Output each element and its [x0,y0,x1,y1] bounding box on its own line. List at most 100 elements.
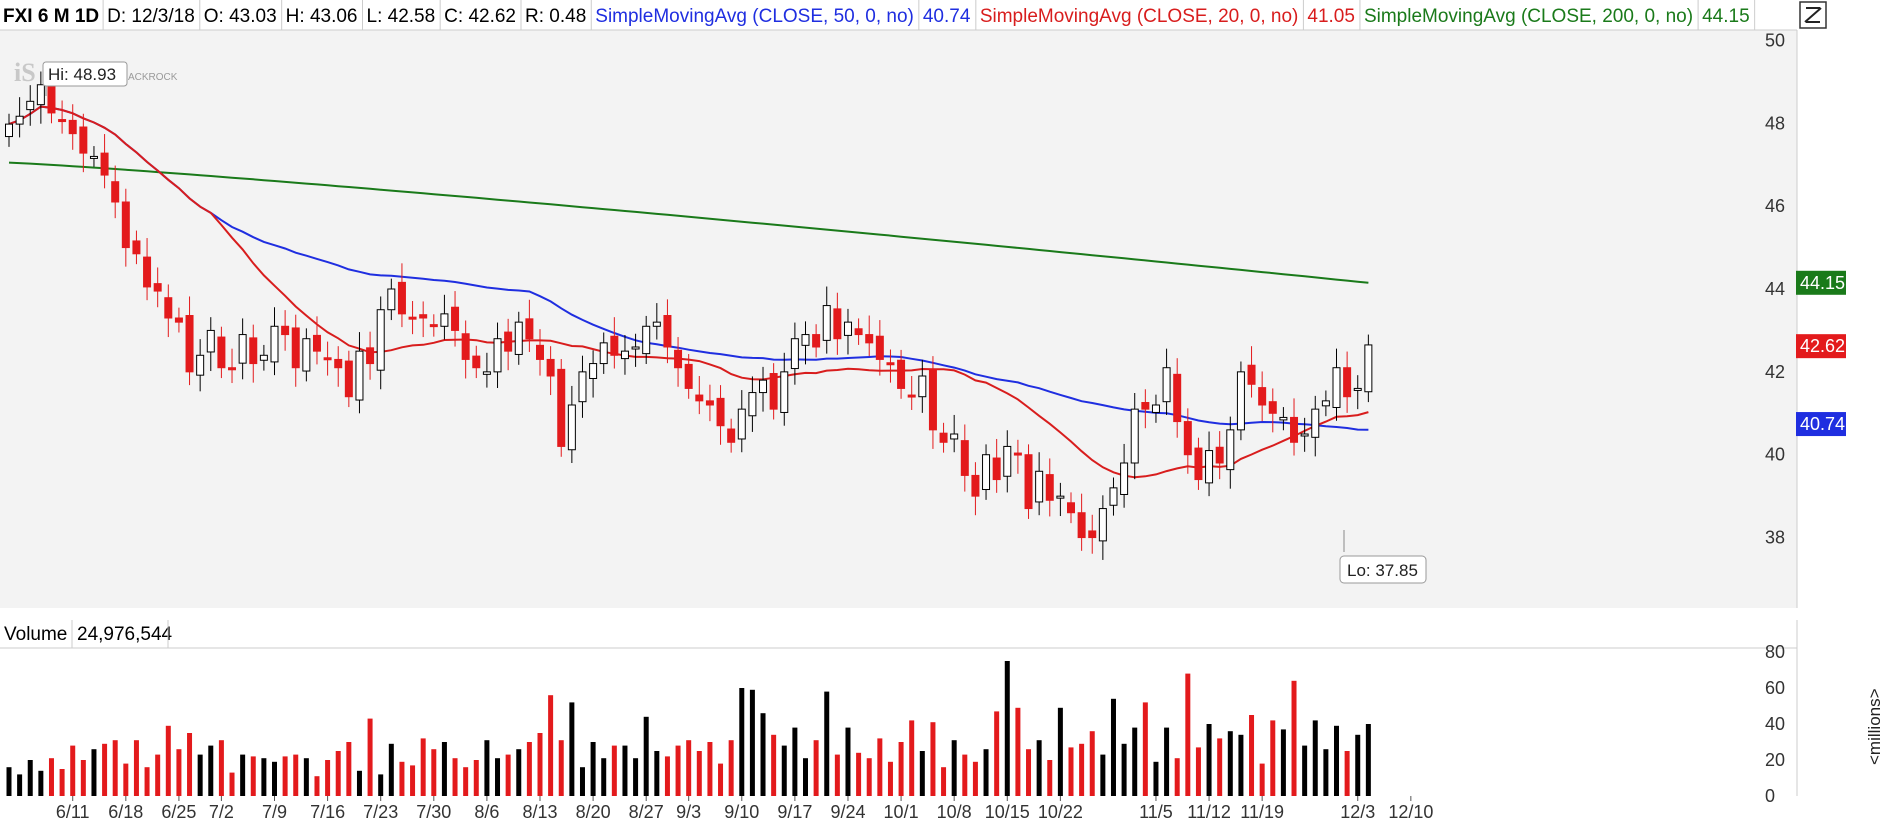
candle[interactable] [270,307,279,376]
candle[interactable] [1130,392,1139,480]
candle[interactable] [982,444,991,500]
candle[interactable] [843,308,852,355]
candle[interactable] [291,314,300,387]
price-panel[interactable] [0,28,1797,608]
candle[interactable] [408,301,417,335]
collapse-button[interactable] [1799,1,1827,29]
candle[interactable] [992,438,1001,493]
candle[interactable] [185,296,194,386]
candle[interactable] [928,356,937,449]
candle[interactable] [599,332,608,374]
candle[interactable] [58,100,67,134]
candle[interactable] [429,314,438,337]
candle[interactable] [1311,395,1320,457]
candle[interactable] [1173,358,1182,438]
candle[interactable] [780,352,789,426]
candle[interactable] [334,346,343,387]
candle[interactable] [1236,361,1245,441]
candle[interactable] [822,286,831,354]
candle[interactable] [759,366,768,412]
candle[interactable] [514,311,523,365]
candle[interactable] [344,350,353,408]
candle[interactable] [68,104,77,150]
candle[interactable] [1067,492,1075,524]
candle[interactable] [1056,482,1065,517]
candle[interactable] [620,334,629,375]
candle[interactable] [918,359,927,413]
candle[interactable] [312,316,321,365]
candle[interactable] [482,352,491,388]
candle[interactable] [451,291,460,347]
candle[interactable] [1141,389,1150,429]
candle[interactable] [663,299,672,364]
candle[interactable] [121,188,130,267]
candle[interactable] [26,85,35,126]
candle[interactable] [790,322,799,385]
candle[interactable] [196,339,205,392]
candle[interactable] [1290,398,1299,456]
candle[interactable] [589,350,598,398]
candle[interactable] [419,301,428,338]
candle[interactable] [1364,334,1373,403]
candle[interactable] [1279,407,1288,431]
candle[interactable] [1109,477,1118,516]
candle[interactable] [397,263,406,328]
candle[interactable] [1300,417,1309,452]
candle[interactable] [897,349,906,399]
candle[interactable] [302,328,311,382]
candle[interactable] [567,385,576,463]
candle[interactable] [652,303,661,340]
candle[interactable] [705,384,714,422]
candle[interactable] [143,238,152,301]
candle[interactable] [769,363,778,420]
candle[interactable] [684,354,693,399]
candle[interactable] [960,424,969,492]
candle[interactable] [1332,348,1341,421]
candle[interactable] [217,326,226,379]
candle[interactable] [387,278,396,321]
candle[interactable] [737,390,746,453]
candle[interactable] [939,422,948,453]
candle[interactable] [812,324,821,358]
candle[interactable] [833,292,842,355]
candle[interactable] [472,345,481,379]
candle[interactable] [525,299,534,352]
candle[interactable] [79,113,88,173]
candle[interactable] [631,333,640,367]
candle[interactable] [1088,514,1097,554]
candle[interactable] [164,284,173,338]
candle[interactable] [1162,348,1171,415]
candle[interactable] [716,385,725,445]
candle[interactable] [1003,430,1012,493]
candle[interactable] [355,332,364,414]
candle[interactable] [15,97,24,138]
candle[interactable] [504,318,513,371]
candle[interactable] [907,376,916,410]
candle[interactable] [1194,437,1203,490]
candle[interactable] [1247,346,1256,398]
volume-panel[interactable] [0,648,1797,796]
candle[interactable] [727,418,736,453]
candle[interactable] [546,346,555,396]
candle[interactable] [1045,458,1054,517]
candle[interactable] [1013,439,1022,474]
candle[interactable] [1226,416,1235,489]
candle[interactable] [1258,371,1267,422]
candle[interactable] [174,307,183,333]
header-symbol[interactable]: FXI 6 M 1D [3,6,99,27]
candle[interactable] [1098,495,1107,560]
candle[interactable] [376,296,385,390]
candle[interactable] [323,341,332,376]
candle[interactable] [493,322,502,389]
candle[interactable] [100,134,109,189]
candle[interactable] [5,113,13,147]
candle[interactable] [801,321,810,365]
candle[interactable] [695,376,704,415]
candle[interactable] [1215,431,1224,480]
candle[interactable] [259,344,268,371]
candle[interactable] [281,310,290,351]
candle[interactable] [132,230,141,265]
candle[interactable] [578,355,587,418]
candle[interactable] [642,315,651,364]
candle[interactable] [36,71,45,124]
